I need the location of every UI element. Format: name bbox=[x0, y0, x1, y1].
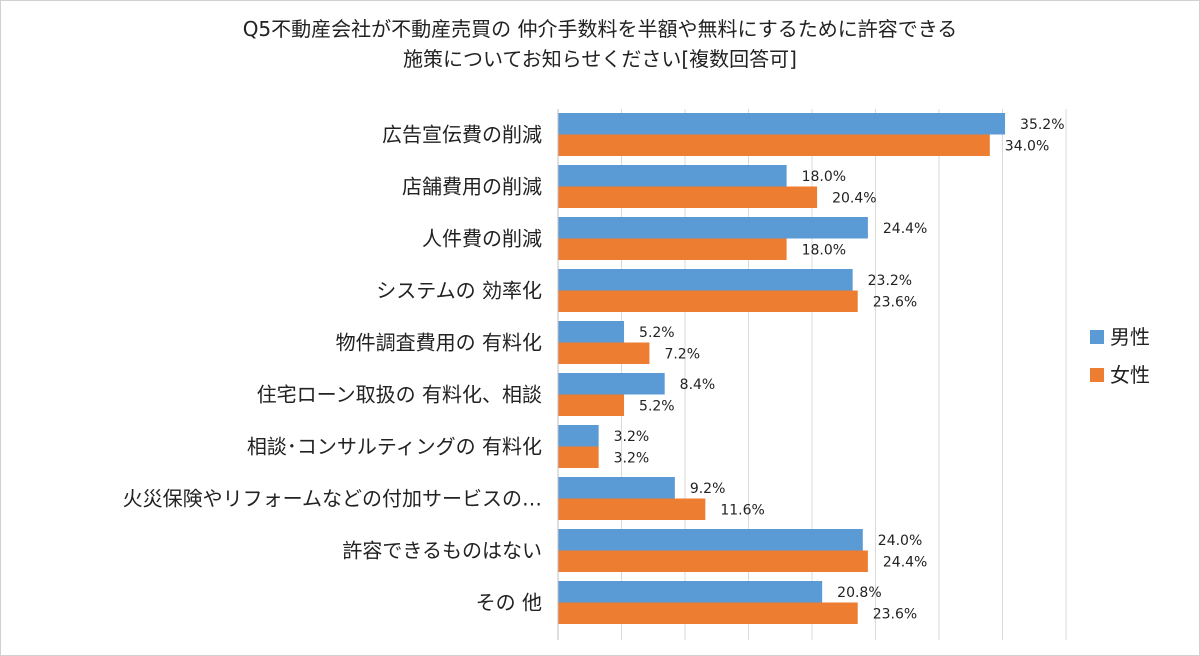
value-label: 23.2% bbox=[868, 273, 912, 289]
chart-title-line-1: Q5不動産会社が不動産売買の 仲介手数料を半額や無料にするために許容できる bbox=[242, 17, 958, 41]
value-label: 3.2% bbox=[614, 451, 650, 467]
value-label: 24.4% bbox=[883, 555, 927, 571]
category-label: 相談･コンサルティングの 有料化 bbox=[247, 435, 542, 459]
value-label: 20.4% bbox=[832, 191, 876, 207]
bar-female bbox=[558, 290, 858, 312]
value-label: 11.6% bbox=[720, 503, 764, 519]
value-label: 34.0% bbox=[1005, 139, 1049, 155]
bar-female bbox=[558, 446, 599, 468]
bar-female bbox=[558, 498, 706, 520]
value-label: 8.4% bbox=[680, 377, 716, 393]
bar-female bbox=[558, 238, 787, 260]
category-label: 住宅ローン取扱の 有料化、相談 bbox=[257, 383, 542, 407]
category-label: 物件調査費用の 有料化 bbox=[336, 331, 542, 355]
bar-male bbox=[558, 373, 665, 395]
bar-male bbox=[558, 113, 1006, 135]
category-label: システムの 効率化 bbox=[376, 279, 542, 303]
legend-swatch-male bbox=[1090, 330, 1104, 344]
bar-male bbox=[558, 581, 823, 603]
value-label: 18.0% bbox=[802, 243, 846, 259]
bar-female bbox=[558, 602, 858, 624]
bar-female bbox=[558, 394, 625, 416]
chart-title-line-2: 施策についてお知らせください[複数回答可] bbox=[402, 47, 797, 71]
value-label: 23.6% bbox=[873, 607, 917, 623]
bar-female bbox=[558, 550, 868, 572]
legend-label-female: 女性 bbox=[1110, 363, 1150, 387]
category-label: 許容できるものはない bbox=[342, 539, 542, 563]
value-label: 24.0% bbox=[878, 533, 922, 549]
bar-male bbox=[558, 529, 863, 551]
bar-male bbox=[558, 477, 675, 499]
category-label: 広告宣伝費の削減 bbox=[382, 123, 542, 147]
value-label: 18.0% bbox=[802, 169, 846, 185]
value-label: 7.2% bbox=[664, 347, 700, 363]
value-label: 35.2% bbox=[1020, 117, 1064, 133]
bar-male bbox=[558, 165, 787, 187]
legend-swatch-female bbox=[1090, 368, 1104, 382]
value-label: 5.2% bbox=[639, 399, 675, 415]
value-label: 9.2% bbox=[690, 481, 726, 497]
value-label: 3.2% bbox=[614, 429, 650, 445]
value-label: 23.6% bbox=[873, 295, 917, 311]
value-label: 5.2% bbox=[639, 325, 675, 341]
bar-female bbox=[558, 134, 990, 156]
bar-male bbox=[558, 217, 868, 239]
bar-female bbox=[558, 342, 650, 364]
bar-male bbox=[558, 269, 853, 291]
category-label: その 他 bbox=[476, 591, 542, 615]
category-label: 火災保険やリフォームなどの付加サービスの… bbox=[123, 487, 542, 511]
category-label: 店舗費用の削減 bbox=[402, 175, 542, 199]
bar-male bbox=[558, 425, 599, 447]
category-label: 人件費の削減 bbox=[422, 227, 542, 251]
value-label: 24.4% bbox=[883, 221, 927, 237]
value-label: 20.8% bbox=[837, 585, 881, 601]
legend-label-male: 男性 bbox=[1110, 325, 1150, 349]
bar-male bbox=[558, 321, 625, 343]
bar-female bbox=[558, 186, 818, 208]
